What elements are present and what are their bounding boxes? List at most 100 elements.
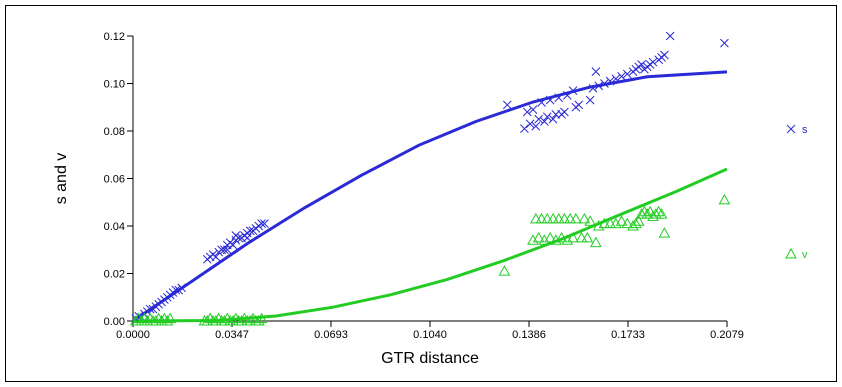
point-v — [621, 217, 634, 229]
point-s-stroke — [245, 226, 255, 236]
point-v — [161, 314, 174, 326]
x-tick-label: 0.0693 — [314, 329, 348, 341]
point-s — [591, 67, 601, 76]
point-s-stroke — [145, 304, 155, 314]
point-s-stroke — [617, 72, 626, 81]
legend: sv — [785, 124, 808, 261]
point-v — [552, 212, 565, 224]
point-s-stroke — [542, 112, 552, 122]
legend-marker-v — [785, 247, 797, 259]
point-s — [220, 245, 229, 255]
point-v — [584, 215, 596, 226]
point-s — [600, 79, 609, 88]
point-s — [622, 69, 632, 79]
point-s — [257, 219, 266, 228]
point-v — [498, 265, 511, 276]
point-v — [164, 312, 176, 324]
point-s — [537, 98, 546, 107]
point-s-stroke — [525, 119, 535, 129]
point-s-stroke — [528, 105, 538, 114]
point-v — [592, 219, 605, 231]
point-s-stroke — [648, 57, 658, 67]
point-s-stroke — [260, 219, 269, 228]
point-s — [548, 114, 558, 124]
point-v — [135, 314, 148, 326]
x-tick-label: 0.0000 — [116, 329, 150, 341]
point-s-stroke — [605, 76, 615, 86]
legend-marker-s-stroke — [786, 124, 796, 134]
point-s-stroke — [522, 107, 532, 117]
point-s — [542, 112, 552, 122]
point-s-stroke — [537, 98, 546, 107]
point-s — [245, 226, 255, 236]
point-s-stroke — [588, 83, 598, 93]
point-v — [558, 212, 571, 224]
point-v — [550, 234, 562, 245]
point-v — [532, 231, 545, 243]
point-v — [650, 208, 662, 219]
y-axis-title: s and v — [53, 153, 70, 205]
scatter-chart: 0.0000 0.0347 0.0693 0.1040 0.1386 0.1733 0.20… — [53, 31, 808, 367]
point-s — [145, 304, 155, 314]
point-v — [638, 205, 651, 217]
point-s — [211, 252, 221, 262]
point-s — [525, 119, 535, 129]
legend-label-s: s — [802, 124, 808, 136]
point-v — [581, 231, 594, 243]
point-v — [641, 208, 654, 219]
point-s-stroke — [534, 114, 544, 124]
point-v — [132, 312, 145, 324]
point-s-stroke — [177, 283, 186, 293]
point-s-stroke — [574, 100, 584, 110]
x-tick-label: 0.1386 — [512, 329, 546, 341]
point-v — [718, 193, 731, 205]
point-s-stroke — [211, 252, 221, 262]
point-s-stroke — [568, 86, 578, 95]
point-s-stroke — [502, 100, 512, 110]
chart-frame: 0.0000 0.0347 0.0693 0.1040 0.1386 0.1733 0.20… — [5, 5, 837, 382]
point-s — [594, 81, 604, 91]
point-v — [138, 312, 151, 324]
trend-line-s — [132, 70, 728, 323]
point-v — [527, 234, 539, 245]
trend-lines — [132, 70, 728, 323]
x-tick-label: 0.0347 — [215, 329, 249, 341]
point-s-stroke — [600, 79, 609, 88]
point-v — [201, 314, 214, 326]
point-s — [562, 91, 572, 100]
point-v — [130, 314, 142, 326]
point-v — [561, 234, 574, 245]
data-points — [130, 31, 731, 326]
legend-marker-s — [786, 124, 796, 134]
point-v — [590, 236, 602, 248]
point-s — [611, 74, 621, 84]
y-tick-label: 0.06 — [104, 174, 125, 186]
point-s — [605, 76, 615, 86]
point-s — [660, 50, 669, 60]
point-s-stroke — [562, 91, 572, 100]
point-v — [155, 314, 168, 326]
point-v — [535, 212, 548, 224]
point-v — [604, 217, 616, 229]
y-tick-label: 0.02 — [104, 269, 125, 281]
legend-label-v: v — [802, 249, 808, 261]
point-s — [177, 283, 186, 293]
point-s — [585, 95, 595, 105]
point-v — [567, 231, 579, 243]
point-v — [244, 314, 256, 326]
point-s-stroke — [720, 38, 729, 48]
point-v — [230, 312, 242, 324]
point-v — [152, 312, 165, 324]
point-s-stroke — [611, 74, 621, 84]
point-v — [158, 312, 171, 324]
point-v — [221, 312, 234, 324]
point-v — [141, 314, 154, 326]
point-s — [260, 219, 269, 228]
point-s — [588, 83, 598, 93]
point-s-stroke — [665, 31, 675, 41]
point-v — [150, 314, 162, 326]
x-tick-label: 0.1040 — [413, 329, 447, 341]
point-s-stroke — [228, 240, 238, 250]
point-v — [630, 217, 642, 229]
point-s-stroke — [220, 245, 229, 255]
